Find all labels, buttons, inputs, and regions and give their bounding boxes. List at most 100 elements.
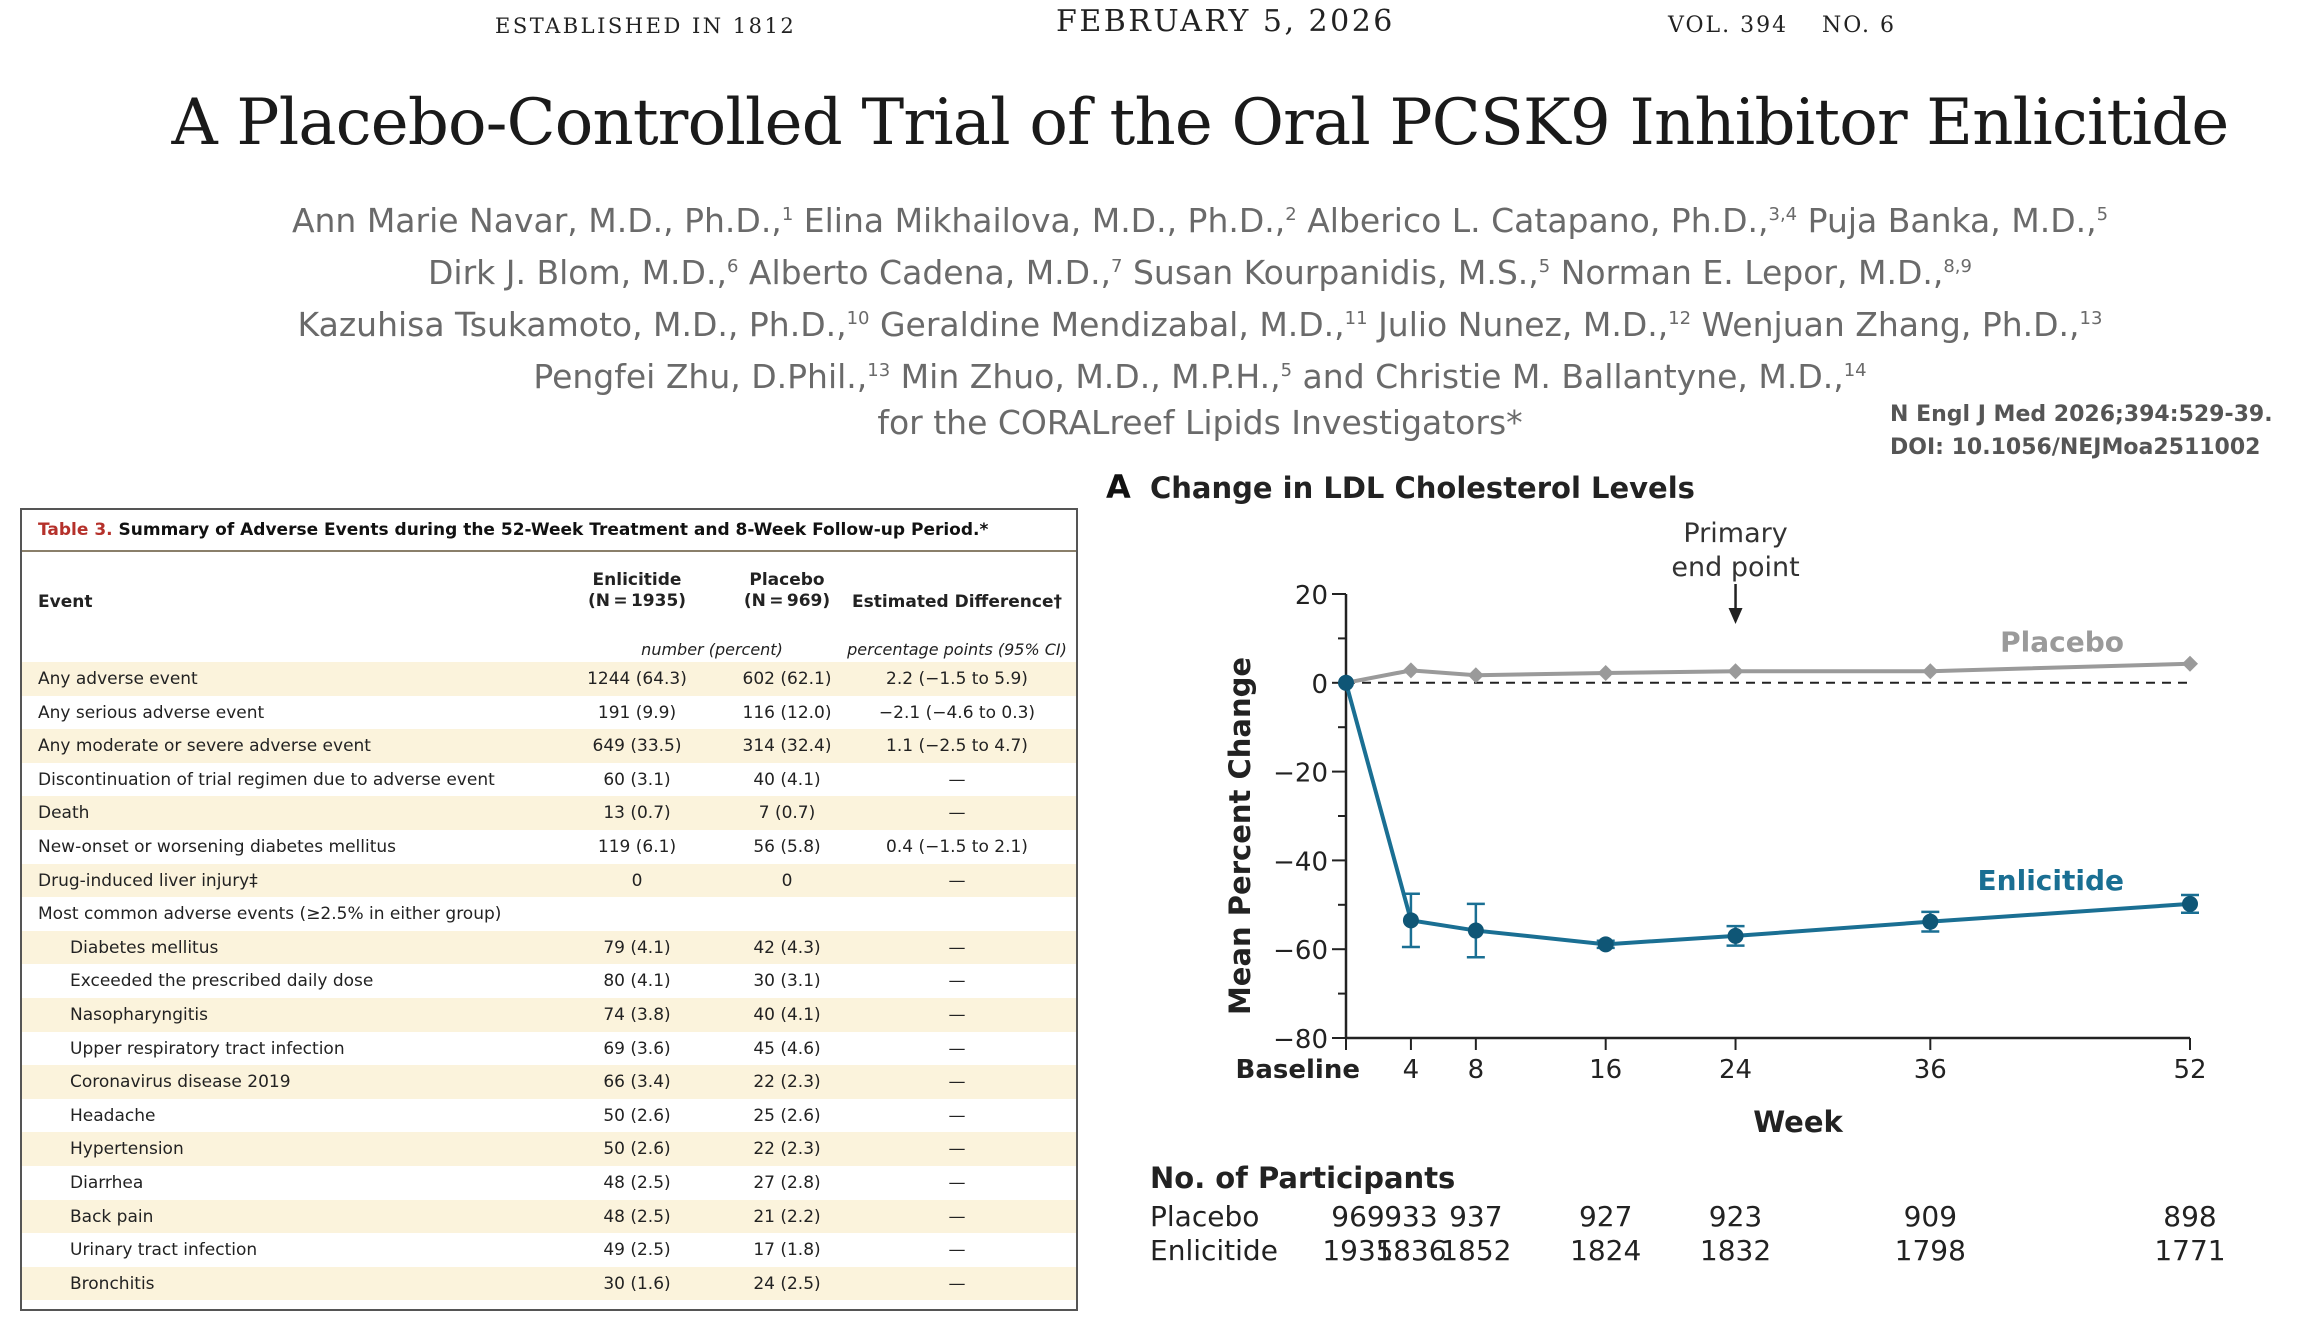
cell-event: Death: [38, 803, 90, 824]
cell-placebo: 116 (12.0): [742, 702, 832, 723]
enlicitide-marker: [1467, 922, 1484, 939]
enlicitide-marker: [1402, 912, 1419, 929]
table-row: Diarrhea 48 (2.5) 27 (2.8) —: [22, 1166, 1076, 1200]
cell-event: Diabetes mellitus: [70, 937, 219, 958]
cell-event: Any moderate or severe adverse event: [38, 736, 371, 757]
article-title: A Placebo-Controlled Trial of the Oral P…: [171, 86, 2229, 160]
cell-event: Any serious adverse event: [38, 702, 265, 723]
adverse-events-table: Table 3. Summary of Adverse Events durin…: [20, 508, 1078, 1311]
x-tick-label: 52: [2173, 1055, 2206, 1085]
cell-placebo: 602 (62.1): [742, 669, 832, 689]
table-header: Event Enlicitide (N = 1935) Placebo (N =…: [22, 552, 1076, 662]
placebo-marker: [1727, 663, 1744, 680]
cell-difference: —: [948, 1172, 966, 1193]
cell-difference: —: [948, 1139, 966, 1160]
table-row: Upper respiratory tract infection 69 (3.6…: [22, 1032, 1076, 1066]
cell-event: Urinary tract infection: [70, 1240, 258, 1261]
enlicitide-marker: [1922, 913, 1939, 930]
author-affiliation: 5: [1280, 360, 1293, 381]
placebo-marker: [1402, 662, 1419, 679]
cell-difference: —: [948, 870, 966, 891]
participants-count: 1836: [1375, 1234, 1446, 1267]
participants-count: 909: [1904, 1200, 1957, 1233]
author-name: Alberto Cadena, M.D.,: [738, 253, 1112, 292]
citation-journal: N Engl J Med 2026;394:529-39.: [1890, 402, 2273, 427]
table-row: Coronavirus disease 2019 66 (3.4) 22 (2.3)…: [22, 1065, 1076, 1099]
table-row: Urinary tract infection 49 (2.5) 17 (1.8) —: [22, 1233, 1076, 1267]
author-affiliation: 1: [781, 204, 794, 225]
cell-enlicitide: 49 (2.5): [603, 1240, 671, 1261]
cell-placebo: 7 (0.7): [758, 803, 816, 824]
cell-placebo: 30 (3.1): [753, 971, 821, 992]
y-axis-label: Mean Percent Change: [1223, 657, 1257, 1015]
legend-placebo: Placebo: [2000, 626, 2124, 659]
author-name: Pengfei Zhu, D.Phil.,: [533, 357, 868, 396]
author-name: Kazuhisa Tsukamoto, M.D., Ph.D.,: [297, 305, 847, 344]
y-tick-label: −40: [1273, 847, 1328, 877]
cell-difference: —: [948, 1240, 966, 1261]
cell-enlicitide: 649 (33.5): [592, 736, 682, 757]
author-name: for the CORALreef Lipids Investigators*: [877, 403, 1523, 442]
cell-enlicitide: 48 (2.5): [603, 1206, 671, 1227]
author-line: Dirk J. Blom, M.D.,6 Alberto Cadena, M.D…: [0, 244, 2304, 296]
author-name: Susan Kourpanidis, M.S.,: [1122, 253, 1539, 292]
cell-difference: —: [948, 1273, 966, 1294]
author-affiliation: 12: [1668, 308, 1692, 329]
author-affiliation: 8,9: [1943, 256, 1972, 277]
cell-event: Exceeded the prescribed daily dose: [70, 971, 374, 992]
cell-placebo: 17 (1.8): [753, 1240, 821, 1261]
col-header-enlicitide: Enlicitide (N = 1935): [542, 570, 732, 612]
col-header-event: Event: [38, 592, 93, 612]
cell-event: Coronavirus disease 2019: [70, 1072, 291, 1093]
table-row: Most common adverse events (≥2.5% in eit…: [22, 897, 1076, 931]
author-affiliation: 6: [726, 256, 739, 277]
cell-event: New-onset or worsening diabetes mellitus: [38, 836, 397, 857]
cell-event: Any adverse event: [38, 669, 198, 689]
table-row: New-onset or worsening diabetes mellitus…: [22, 830, 1076, 864]
author-affiliation: 2: [1285, 204, 1297, 225]
cell-enlicitide: 50 (2.6): [603, 1139, 671, 1160]
cell-event: Discontinuation of trial regimen due to …: [38, 769, 495, 790]
cell-difference: —: [948, 803, 966, 824]
participants-count: 1935: [1322, 1234, 1393, 1267]
cell-placebo: 314 (32.4): [742, 736, 832, 757]
citation: N Engl J Med 2026;394:529-39. DOI: 10.10…: [1890, 398, 2273, 464]
cell-event: Hypertension: [70, 1139, 184, 1160]
participants-count: 1771: [2154, 1234, 2225, 1267]
cell-event: Bronchitis: [70, 1273, 155, 1294]
table-row: Discontinuation of trial regimen due to …: [22, 763, 1076, 797]
x-tick-label: Baseline: [1236, 1055, 1360, 1085]
col-header-placebo-n: (N = 969): [743, 591, 831, 611]
x-tick-label: 24: [1719, 1055, 1752, 1085]
subheader-percentage-points: percentage points (95% CI): [847, 640, 1067, 659]
table-caption-text: Summary of Adverse Events during the 52-…: [112, 520, 989, 540]
annotation-line-1: Primary: [1683, 518, 1787, 549]
cell-placebo: 27 (2.8): [753, 1172, 821, 1193]
cell-difference: —: [948, 1038, 966, 1059]
cell-enlicitide: 48 (2.5): [603, 1172, 671, 1193]
cell-placebo: 40 (4.1): [753, 769, 821, 790]
placebo-marker: [2182, 655, 2198, 672]
participants-heading: No. of Participants: [1150, 1161, 1455, 1195]
x-axis-label: Week: [1753, 1105, 1843, 1139]
table-row: Bronchitis 30 (1.6) 24 (2.5) —: [22, 1266, 1076, 1301]
cell-enlicitide: 191 (9.9): [597, 702, 677, 723]
cell-enlicitide: 79 (4.1): [603, 937, 671, 958]
cell-difference: —: [948, 1072, 966, 1093]
col-header-placebo: Placebo (N = 969): [692, 570, 882, 612]
citation-doi: DOI: 10.1056/NEJMoa2511002: [1890, 435, 2261, 460]
cell-difference: −2.1 (−4.6 to 0.3): [878, 702, 1036, 723]
cell-enlicitide: 119 (6.1): [597, 836, 677, 857]
masthead-date: FEBRUARY 5, 2026: [1056, 4, 1395, 39]
cell-enlicitide: 74 (3.8): [603, 1004, 671, 1025]
cell-placebo: 40 (4.1): [753, 1004, 821, 1025]
table-row: Back pain 48 (2.5) 21 (2.2) —: [22, 1199, 1076, 1234]
cell-enlicitide: 60 (3.1): [603, 769, 671, 790]
cell-enlicitide: 69 (3.6): [603, 1038, 671, 1059]
author-name: Alberico L. Catapano, Ph.D.,: [1296, 201, 1769, 240]
participants-count: 1852: [1440, 1234, 1511, 1267]
author-name: Min Zhuo, M.D., M.P.H.,: [890, 357, 1281, 396]
table-row: Hypertension 50 (2.6) 22 (2.3) —: [22, 1132, 1076, 1166]
author-name: Julio Nunez, M.D.,: [1367, 305, 1669, 344]
author-affiliation: 7: [1111, 256, 1123, 277]
